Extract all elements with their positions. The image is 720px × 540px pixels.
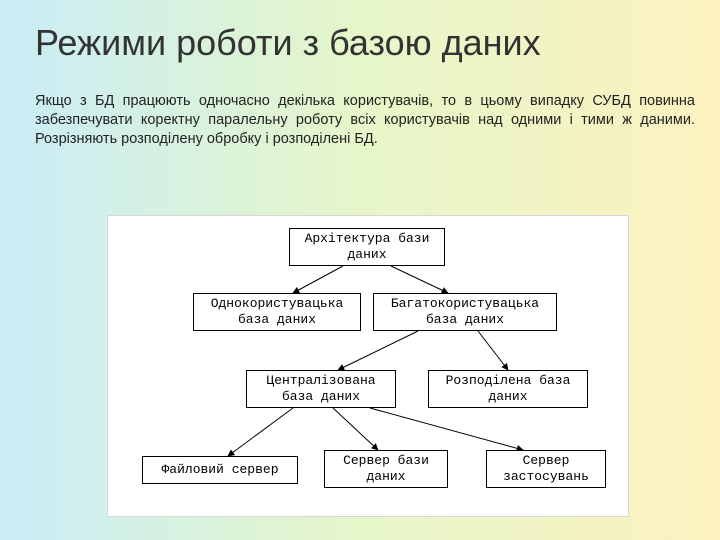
diagram-node-distr: Розподілена база даних	[428, 370, 588, 408]
diagram-node-dbsrv: Сервер бази даних	[324, 450, 448, 488]
slide-title: Режими роботи з базою даних	[35, 22, 685, 64]
diagram-node-fsrv: Файловий сервер	[142, 456, 298, 484]
edge-multi-distr	[478, 331, 508, 370]
diagram-node-multi: Багатокористувацька база даних	[373, 293, 557, 331]
edge-centr-dbsrv	[333, 408, 378, 450]
diagram-node-appsrv: Сервер застосувань	[486, 450, 606, 488]
edge-root-multi	[391, 266, 448, 293]
diagram-node-centr: Централізована база даних	[246, 370, 396, 408]
edge-centr-fsrv	[228, 408, 293, 456]
diagram-node-root: Архітектура бази даних	[289, 228, 445, 266]
diagram-node-single: Однокористувацька база даних	[193, 293, 361, 331]
edge-root-single	[293, 266, 343, 293]
edge-centr-appsrv	[370, 408, 523, 450]
architecture-diagram: Архітектура бази даних Однокористувацька …	[107, 215, 629, 517]
slide-body-text: Якщо з БД працюють одночасно декілька ко…	[35, 92, 695, 149]
edge-multi-centr	[338, 331, 418, 370]
